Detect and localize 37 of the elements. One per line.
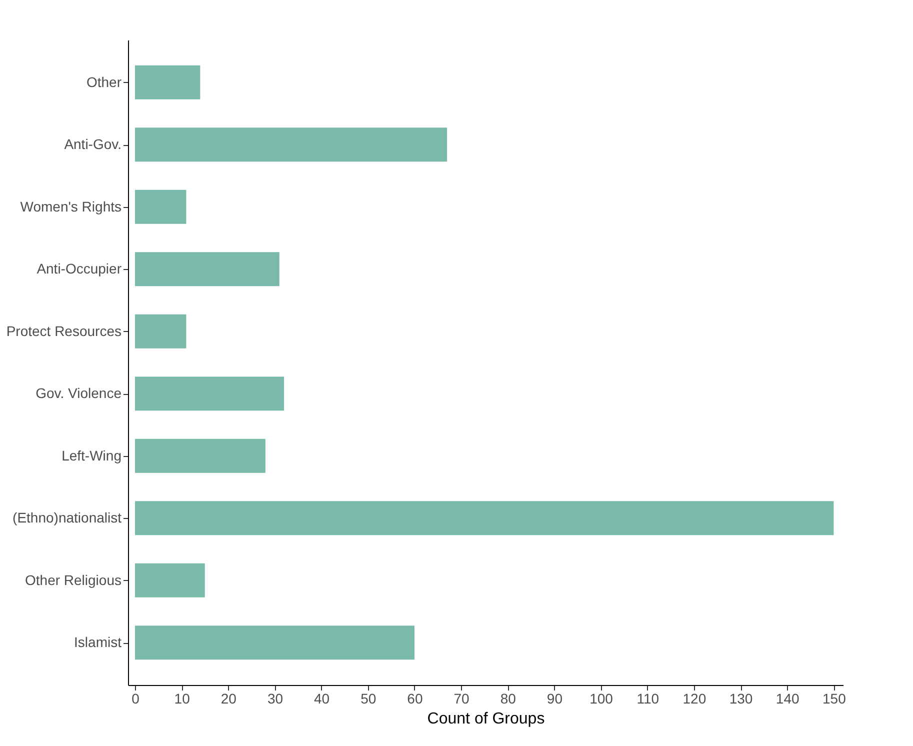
x-tick-label: 110 [636,690,660,706]
y-tick-label: Gov. Violence [36,385,122,402]
y-tick-label: Protect Resources [6,322,122,339]
bar [134,128,448,162]
bar [134,65,200,100]
x-tick-label: 0 [132,690,140,706]
x-tick-label: 120 [682,690,706,706]
x-tick-label: 60 [407,690,423,706]
y-tick-label: Left-Wing [62,447,122,464]
x-tick-label: 40 [314,690,330,706]
x-tick-label: 80 [500,690,516,706]
x-tick-label: 100 [590,690,614,706]
y-tick-label: (Ethno)nationalist [12,510,122,526]
x-tick-label: 30 [267,690,284,706]
bar [134,501,834,536]
bar [134,626,414,660]
bar [134,252,280,286]
bar [134,190,186,224]
x-tick-label: 130 [729,690,753,706]
x-tick-label: 50 [360,690,376,706]
y-tick-label: Anti-Occupier [36,260,122,277]
bar [134,314,186,348]
y-tick-label: Women's Rights [20,198,122,214]
y-tick-label: Other [86,74,122,90]
bar [134,376,284,411]
y-tick-label: Other Religious [25,572,122,588]
bar [134,563,205,598]
x-axis-title: Count of Groups [427,710,545,728]
y-tick-label: Islamist [74,634,122,650]
x-tick-label: 20 [220,690,237,706]
y-tick-label: Anti-Gov. [64,136,122,152]
x-tick-label: 70 [454,690,470,706]
x-tick-label: 10 [174,690,190,706]
x-tick-label: 90 [546,690,563,706]
x-tick-label: 150 [822,690,846,706]
x-tick-label: 140 [776,690,800,706]
bar [134,438,266,473]
